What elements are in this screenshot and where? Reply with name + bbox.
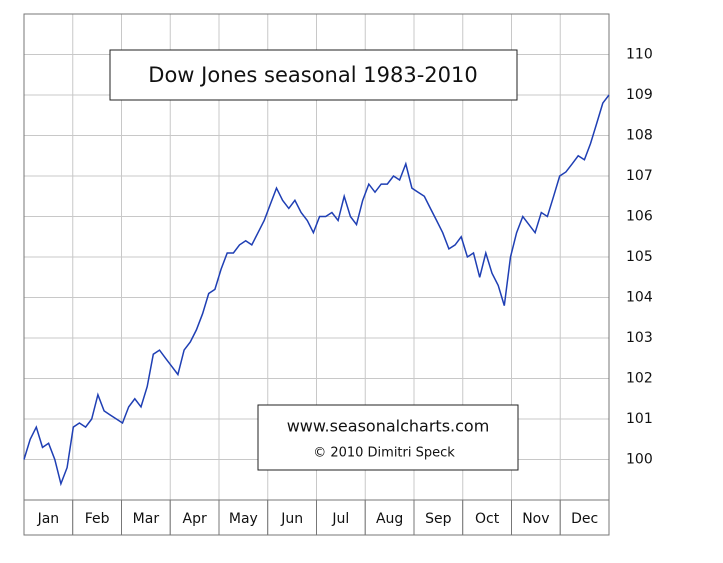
credit-author: © 2010 Dimitri Speck xyxy=(313,446,455,461)
x-category-cell xyxy=(218,499,269,536)
x-tick-label: Sep xyxy=(425,511,452,527)
x-category-cell xyxy=(72,499,122,536)
credit-box xyxy=(257,404,519,471)
x-category-cell xyxy=(121,499,171,536)
x-category-cell xyxy=(413,499,464,536)
y-tick-label: 110 xyxy=(626,47,653,63)
chart-title: Dow Jones seasonal 1983-2010 xyxy=(148,63,477,87)
y-tick-label: 106 xyxy=(626,209,653,225)
x-tick-label: May xyxy=(229,511,258,527)
title-box xyxy=(109,49,518,101)
y-tick-label: 101 xyxy=(626,411,653,427)
x-tick-label: Nov xyxy=(522,511,549,527)
x-category-cell xyxy=(559,499,610,536)
y-tick-label: 100 xyxy=(626,452,653,468)
x-tick-label: Oct xyxy=(475,511,500,527)
y-tick-label: 109 xyxy=(626,87,653,103)
y-tick-label: 104 xyxy=(626,290,653,306)
x-tick-label: Jun xyxy=(280,511,303,527)
x-category-cell xyxy=(169,499,220,536)
x-category-cell xyxy=(511,499,561,536)
x-tick-label: Dec xyxy=(571,511,598,527)
y-tick-label: 107 xyxy=(626,168,653,184)
x-tick-label: Feb xyxy=(85,511,110,527)
x-tick-label: Jul xyxy=(331,511,349,527)
y-tick-label: 108 xyxy=(626,128,653,144)
y-tick-label: 103 xyxy=(626,330,653,346)
x-category-cell xyxy=(462,499,512,536)
credit-url: www.seasonalcharts.com xyxy=(287,417,490,436)
x-tick-label: Aug xyxy=(376,511,403,527)
x-category-cell xyxy=(364,499,415,536)
x-category-cell xyxy=(316,499,366,536)
x-category-cell xyxy=(23,499,74,536)
x-tick-label: Jan xyxy=(37,511,60,527)
x-tick-label: Apr xyxy=(183,511,207,527)
y-tick-label: 105 xyxy=(626,249,653,265)
y-tick-label: 102 xyxy=(626,371,653,387)
x-tick-label: Mar xyxy=(133,511,160,527)
series-line xyxy=(23,94,610,487)
x-category-cell xyxy=(267,499,317,536)
